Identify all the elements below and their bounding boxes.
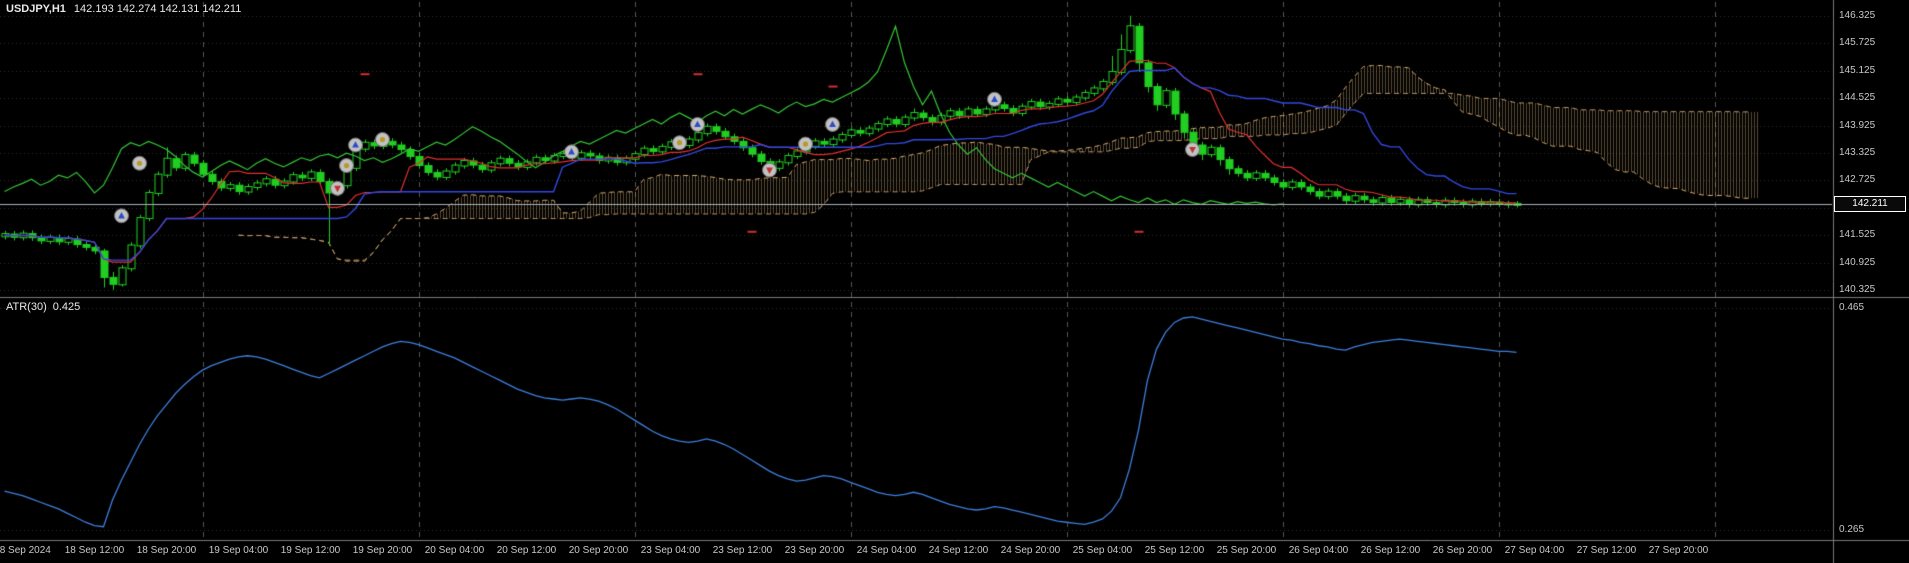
time-tick-label: 18 Sep 20:00 — [136, 545, 197, 556]
time-scale[interactable]: 18 Sep 2024 18 Sep 12:00 18 Sep 20:00 19 Se… — [0, 541, 1909, 563]
time-tick-label: 23 Sep 04:00 — [640, 545, 701, 556]
atr-scale[interactable]: 0.465 0.265 — [1836, 298, 1909, 540]
time-tick-label: 24 Sep 12:00 — [928, 545, 989, 556]
chart-title: USDJPY,H1 142.193 142.274 142.131 142.211 — [6, 3, 241, 15]
price-tick-label: 143.925 — [1839, 119, 1876, 131]
ohlc-quote-label: 142.193 142.274 142.131 142.211 — [73, 3, 242, 15]
price-tick-label: 146.325 — [1839, 9, 1876, 21]
price-tick-label: 145.125 — [1839, 64, 1876, 76]
price-tick-label: 142.725 — [1839, 174, 1876, 186]
atr-tick-label: 0.465 — [1839, 302, 1865, 313]
time-tick-label: 25 Sep 20:00 — [1216, 545, 1277, 556]
price-tick-label: 141.525 — [1839, 229, 1876, 241]
time-tick-label: 26 Sep 20:00 — [1432, 545, 1493, 556]
time-tick-label: 18 Sep 12:00 — [64, 545, 125, 556]
time-tick-label: 26 Sep 12:00 — [1360, 545, 1421, 556]
time-tick-label: 19 Sep 20:00 — [352, 545, 413, 556]
time-tick-label: 27 Sep 04:00 — [1504, 545, 1565, 556]
indicator-value: 0.425 — [52, 301, 81, 313]
current-price-badge: 142.211 — [1834, 196, 1906, 213]
time-tick-label: 18 Sep 2024 — [0, 545, 51, 556]
indicator-name: ATR(30) — [6, 301, 47, 313]
time-tick-label: 23 Sep 20:00 — [784, 545, 845, 556]
price-tick-label: 145.725 — [1839, 37, 1876, 49]
time-tick-label: 23 Sep 12:00 — [712, 545, 773, 556]
atr-tick-label: 0.265 — [1839, 524, 1865, 535]
time-tick-label: 24 Sep 20:00 — [1000, 545, 1061, 556]
price-tick-label: 140.925 — [1839, 256, 1876, 268]
time-tick-label: 25 Sep 04:00 — [1072, 545, 1133, 556]
time-tick-label: 26 Sep 04:00 — [1288, 545, 1349, 556]
symbol-period-label: USDJPY,H1 — [6, 3, 66, 15]
time-tick-label: 25 Sep 12:00 — [1144, 545, 1205, 556]
price-tick-label: 143.325 — [1839, 146, 1876, 158]
price-tick-label: 140.325 — [1839, 284, 1876, 295]
time-tick-label: 20 Sep 12:00 — [496, 545, 557, 556]
time-tick-label: 20 Sep 20:00 — [568, 545, 629, 556]
price-scale[interactable]: 146.325 145.725 145.125 144.525 143.925 143.3… — [1836, 0, 1909, 298]
indicator-label: ATR(30) 0.425 — [6, 301, 80, 313]
time-tick-label: 19 Sep 04:00 — [208, 545, 269, 556]
time-tick-label: 20 Sep 04:00 — [424, 545, 485, 556]
time-tick-label: 27 Sep 12:00 — [1576, 545, 1637, 556]
time-tick-label: 24 Sep 04:00 — [856, 545, 917, 556]
time-tick-label: 27 Sep 20:00 — [1648, 545, 1709, 556]
price-tick-label: 144.525 — [1839, 92, 1876, 104]
time-tick-label: 19 Sep 12:00 — [280, 545, 341, 556]
